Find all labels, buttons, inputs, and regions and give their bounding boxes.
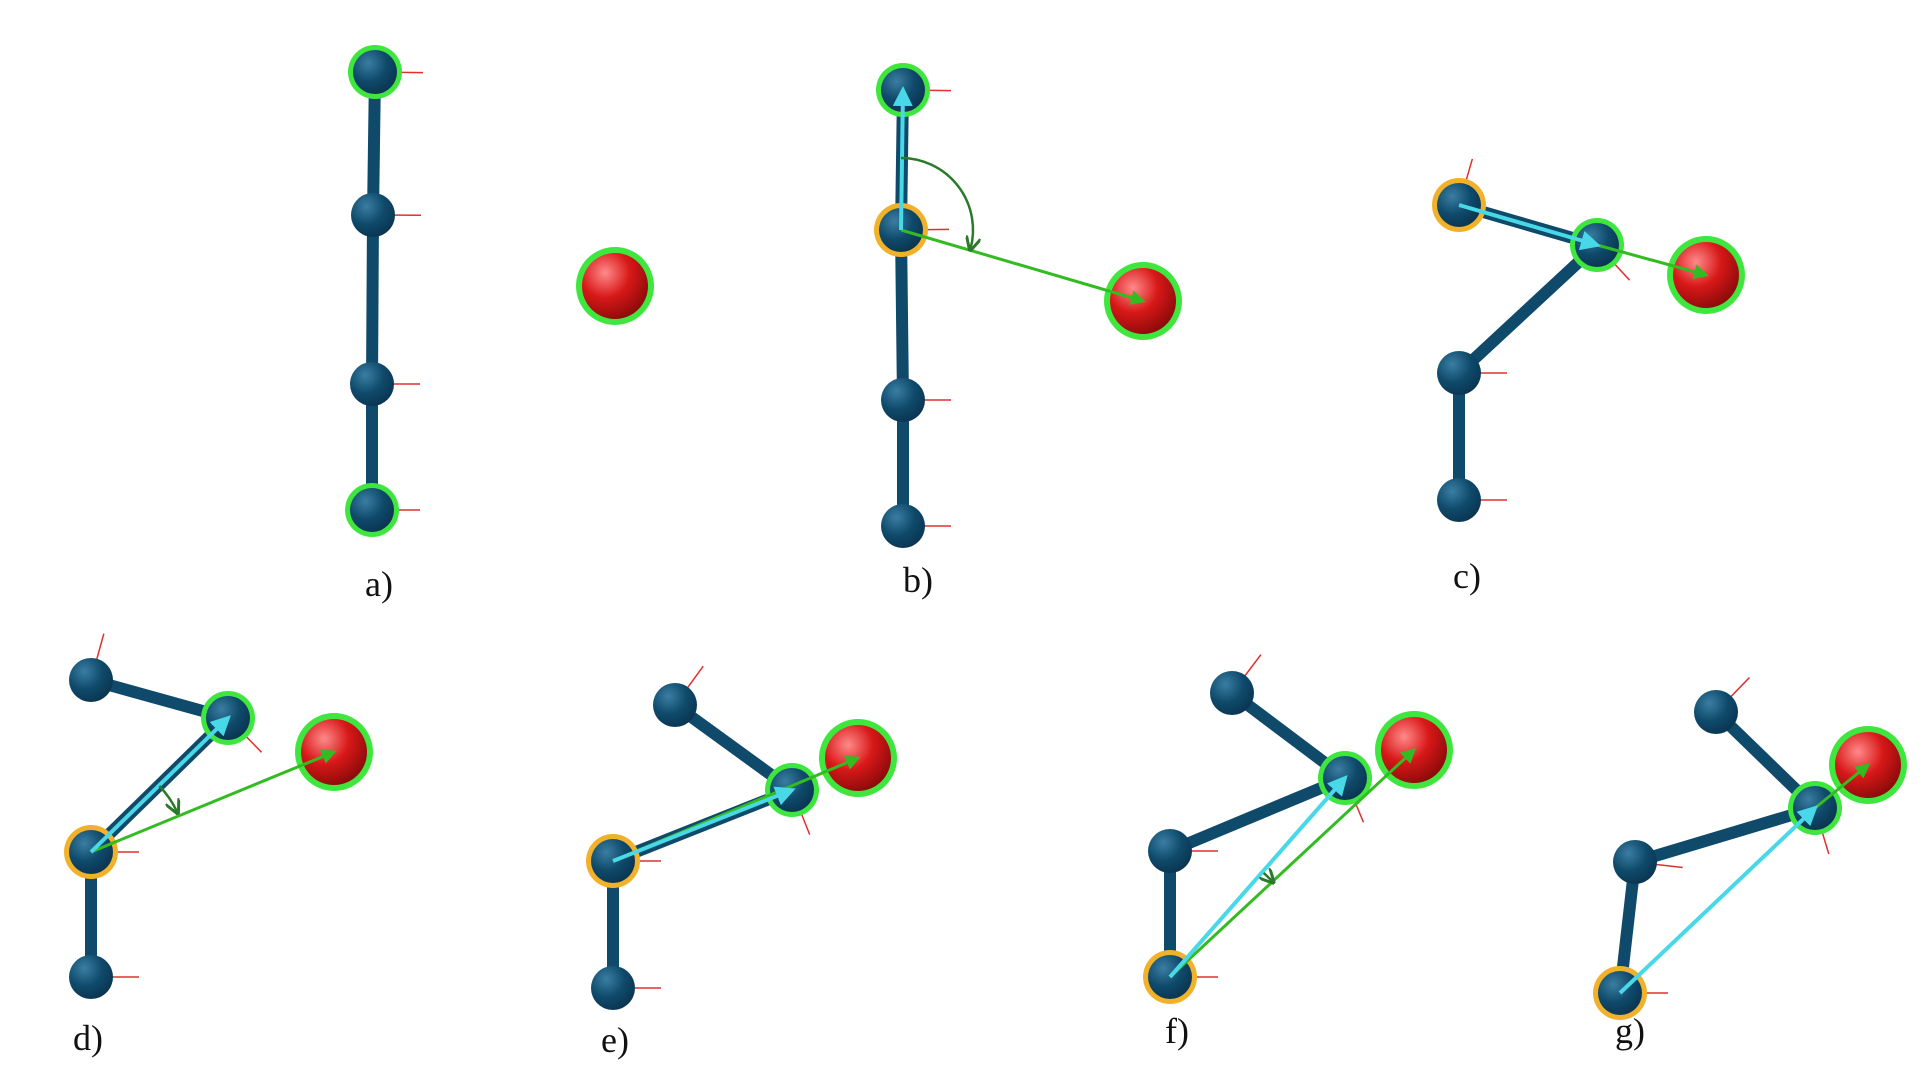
- joint: [653, 683, 697, 727]
- joint: [881, 504, 925, 548]
- panel-6: [1593, 677, 1907, 1020]
- vector-to-end-effector: [892, 86, 913, 231]
- joint: [591, 966, 635, 1010]
- joint: [69, 658, 113, 702]
- joint: [1437, 351, 1481, 395]
- joint: [351, 193, 395, 237]
- joint: [881, 378, 925, 422]
- link: [1629, 802, 1821, 868]
- vector-to-end-effector: [1168, 774, 1348, 979]
- link: [366, 209, 379, 390]
- link: [1453, 239, 1603, 379]
- vector-to-end-effector: [1458, 203, 1601, 251]
- vector-to-target: [90, 749, 337, 854]
- panel-label: e): [601, 1020, 629, 1060]
- joint: [69, 955, 113, 999]
- vector-to-end-effector: [1618, 805, 1818, 995]
- vector-to-end-effector: [612, 786, 796, 863]
- vector-to-target: [1814, 763, 1871, 810]
- panel-label: d): [73, 1018, 103, 1058]
- rotation-angle-arc: [158, 785, 177, 812]
- panel-5: [1143, 654, 1453, 1004]
- panel-4: [586, 665, 897, 1010]
- panel-3: [64, 633, 373, 999]
- joint: [1210, 671, 1254, 715]
- vector-to-target: [900, 228, 1146, 305]
- joint: [1694, 690, 1738, 734]
- joint: [1613, 840, 1657, 884]
- vector-to-target: [1168, 747, 1417, 979]
- panel-label: c): [1453, 556, 1481, 596]
- joint: [350, 362, 394, 406]
- panel-label: a): [365, 564, 393, 604]
- link: [1164, 772, 1351, 857]
- joint: [1148, 829, 1192, 873]
- panel-1: [874, 63, 1182, 548]
- panel-0: [345, 45, 654, 537]
- panel-2: [1432, 158, 1745, 522]
- rotation-angle-arc: [1264, 873, 1273, 882]
- panel-label: g): [1615, 1011, 1645, 1051]
- joint: [1437, 478, 1481, 522]
- vector-to-end-effector: [89, 715, 231, 854]
- joint: [353, 50, 397, 94]
- target-sphere: [582, 253, 648, 319]
- panel-label: b): [903, 560, 933, 600]
- link: [895, 224, 909, 406]
- rotation-angle-arc: [900, 156, 973, 249]
- panel-label: f): [1165, 1011, 1189, 1051]
- vector-to-target: [1596, 243, 1709, 280]
- joint: [350, 488, 394, 532]
